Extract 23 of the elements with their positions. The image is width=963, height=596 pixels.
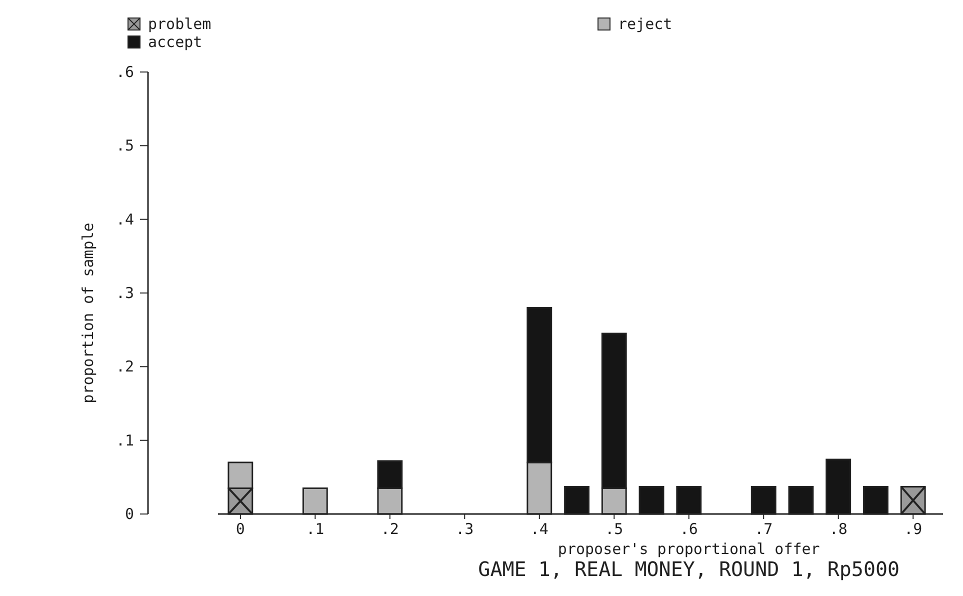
x-tick-label: .8 [829,520,848,538]
legend-label: problem [148,15,212,33]
x-tick-label: .9 [904,520,922,538]
y-tick-label: 0 [124,505,134,523]
x-tick-label: .6 [680,520,698,538]
x-tick-label: .2 [380,520,399,538]
y-tick-label: .1 [116,431,134,450]
legend-label: accept [148,33,202,51]
x-tick-label: 0 [236,520,245,538]
text: GAME 1, REAL MONEY, ROUND 1, Rp5000 [478,557,900,581]
y-tick-label: .5 [116,136,134,155]
x-tick-label: .3 [456,520,474,538]
legend-label: reject [618,15,672,33]
x-axis-title: proposer's proportional offer [558,540,820,558]
x-tick-label: .7 [754,520,773,538]
x-tick-label: .1 [306,520,324,538]
x-tick-label: .4 [530,520,548,538]
y-tick-label: .2 [116,358,134,376]
x-tick-label: .5 [605,520,624,538]
y-tick-label: .3 [116,284,134,302]
y-tick-label: .6 [116,63,134,81]
y-axis-title: proportion of sample [79,222,97,404]
y-tick-label: .4 [116,210,134,228]
